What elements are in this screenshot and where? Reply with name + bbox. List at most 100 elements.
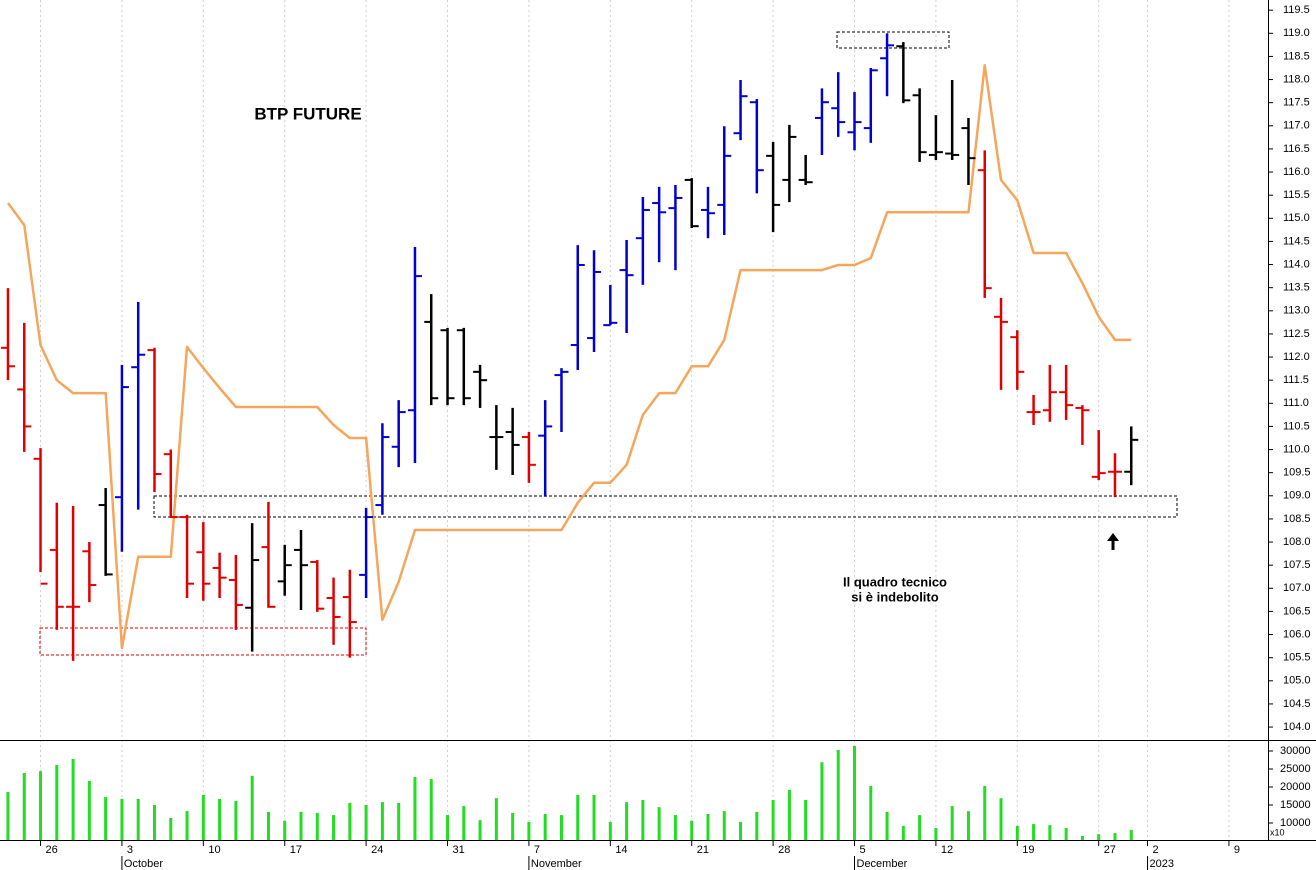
volume-bar [527,821,531,840]
x-tick-label: 2 [1153,844,1159,856]
y-tick-label: 10000 [1280,817,1311,829]
volume-bar [625,802,629,840]
volume-bar [136,798,140,840]
y-tick-label: 110.0 [1283,443,1310,455]
support-box [153,495,1178,518]
volume-bar [494,798,498,840]
x-tick-label: 14 [615,844,627,856]
volume-bar [853,745,857,840]
volume-bar [185,811,189,840]
volume-bar [6,792,10,840]
volume-bar [739,821,743,840]
highlight-box [836,31,950,49]
volume-bar [446,815,450,840]
y-tick-label: 116.5 [1283,143,1310,155]
volume-bar [1080,835,1084,840]
volume-bar [55,765,59,840]
month-label: October [124,858,163,870]
annotation: Il quadro tecnico [843,574,947,589]
y-tick-label: 112.0 [1283,351,1310,363]
volume-bar [397,802,401,840]
x-tick-label: 10 [208,844,220,856]
arrow-head [1107,533,1119,541]
volume-bar [641,799,645,840]
y-tick-label: 111.5 [1283,374,1309,386]
annotation: si è indebolito [851,589,938,604]
y-tick-label: 112.5 [1283,328,1310,340]
y-tick-label: 109.0 [1283,490,1311,502]
y-tick-label: 114.0 [1283,258,1310,270]
volume-bar [559,815,563,840]
y-tick-label: 106.0 [1283,628,1311,640]
volume-bar [950,806,954,840]
y-tick-label: 25000 [1280,763,1311,775]
volume-bar [478,820,482,840]
volume-bar [576,794,580,840]
volume-bar [201,794,205,840]
x-tick-label: 19 [1022,844,1034,856]
month-label: December [857,858,908,870]
x-tick-label: 12 [941,844,953,856]
volume-bar [1129,829,1133,840]
volume-bar [429,779,433,840]
volume-bar [1048,825,1052,840]
y-tick-label: 105.0 [1283,675,1311,687]
x-tick-label: 27 [1104,844,1116,856]
volume-bar [71,758,75,840]
volume-bar [120,798,124,840]
volume-bar [592,794,596,840]
y-tick-label: 108.5 [1283,513,1311,525]
volume-bar [234,801,238,840]
volume-bar [657,807,661,840]
overlay-line [6,63,1132,650]
y-tick-label: 109.5 [1283,467,1311,479]
volume-unit: x10 [1270,827,1285,837]
volume-bar [804,799,808,840]
volume-bar [690,820,694,840]
volume-bar [169,817,173,840]
volume-bar [836,749,840,840]
volume-bar [413,776,417,840]
x-tick-label: 9 [1234,844,1240,856]
volume-bar [462,806,466,840]
volume-bar [1113,833,1117,840]
volume-bar [673,815,677,840]
y-tick-label: 113.5 [1283,282,1310,294]
volume-bar [1097,834,1101,840]
volume-bar [348,802,352,840]
volume-bar [364,805,368,840]
volume-bar [299,811,303,840]
chart-title: BTP FUTURE [254,104,361,123]
volume-bar [706,814,710,840]
volume-bar [1064,828,1068,840]
volume-bar [104,797,108,840]
x-tick-label: 17 [290,844,302,856]
volume-bar [820,762,824,840]
y-tick-label: 107.0 [1283,582,1311,594]
y-tick-label: 117.0 [1283,120,1310,132]
volume-bar [771,799,775,840]
volume-bar [39,771,43,840]
volume-bar [966,811,970,840]
volume-bar [722,811,726,840]
volume-bar [218,798,222,840]
x-tick-label: 26 [46,844,58,856]
volume-bar [999,798,1003,840]
volume-bar [315,812,319,840]
y-tick-label: 113.0 [1283,305,1310,317]
y-tick-label: 106.5 [1283,605,1311,617]
volume-bar [918,815,922,840]
volume-bar [332,815,336,840]
volume-bar [152,805,156,840]
volume-bar [543,814,547,840]
volume-bar [283,820,287,840]
month-label: 2023 [1150,858,1174,870]
low-box [39,627,367,656]
volume-bar [250,775,254,840]
x-tick-label: 7 [534,844,540,856]
volume-bar [885,811,889,840]
volume-bar [787,789,791,840]
month-label: November [531,858,582,870]
